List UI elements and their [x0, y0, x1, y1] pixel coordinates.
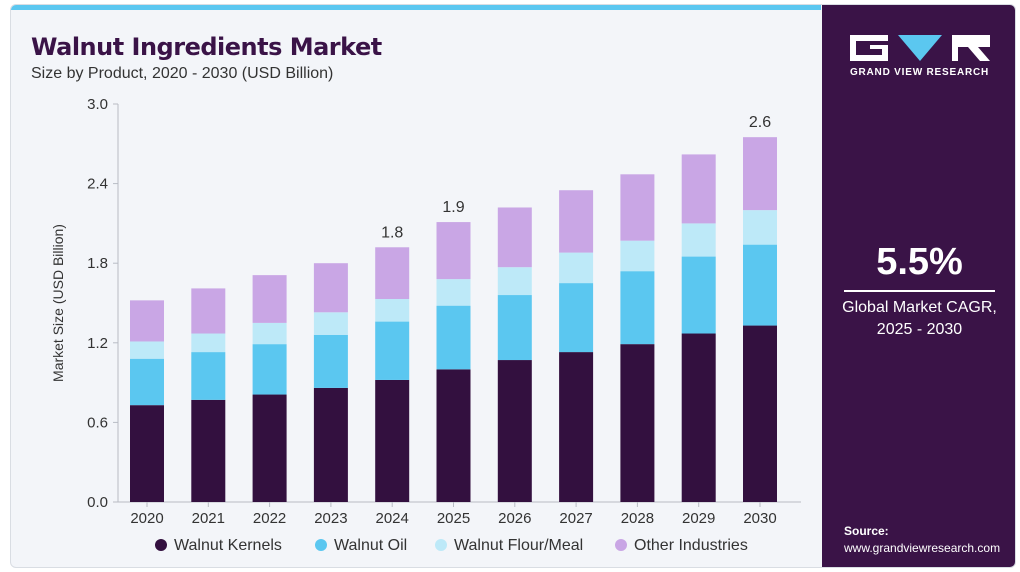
accent-bar: [11, 5, 821, 10]
bar-walnut-flour-meal-2022: [252, 322, 287, 345]
bar-walnut-flour-meal-2029: [681, 223, 716, 257]
bar-walnut-kernels-2025: [436, 369, 471, 502]
legend-label-walnut-oil: Walnut Oil: [334, 537, 407, 554]
bar-walnut-flour-meal-2021: [191, 333, 226, 353]
chart-card: Walnut Ingredients Market Size by Produc…: [10, 4, 1016, 568]
bar-walnut-kernels-2024: [375, 379, 410, 502]
grand-view-research-logo-icon: [850, 35, 990, 61]
y-tick-label: 1.8: [87, 255, 108, 272]
bar-other-industries-2020: [130, 300, 164, 342]
legend-label-other-industries: Other Industries: [634, 537, 748, 554]
total-label-2025: 1.9: [442, 199, 464, 216]
bar-walnut-kernels-2021: [191, 399, 226, 502]
bar-walnut-oil-2020: [130, 358, 164, 406]
chart-title: Walnut Ingredients Market: [31, 33, 382, 61]
legend-label-walnut-kernels: Walnut Kernels: [174, 537, 282, 554]
bar-walnut-oil-2030: [743, 244, 777, 326]
bar-walnut-flour-meal-2028: [620, 240, 655, 272]
sidebar-panel: GRAND VIEW RESEARCH 5.5% Global Market C…: [822, 5, 1015, 567]
legend-label-walnut-flour-meal: Walnut Flour/Meal: [454, 537, 583, 554]
bar-walnut-flour-meal-2025: [436, 279, 471, 306]
x-tick-label-2026: 2026: [498, 510, 531, 527]
total-label-2024: 1.8: [381, 224, 403, 241]
chart-subtitle: Size by Product, 2020 - 2030 (USD Billio…: [31, 65, 334, 82]
bar-walnut-oil-2022: [252, 344, 287, 395]
bar-walnut-kernels-2022: [252, 394, 287, 502]
bar-other-industries-2028: [620, 174, 655, 241]
cagr-label-line1: Global Market CAGR,: [842, 299, 997, 316]
cagr-label: Global Market CAGR, 2025 - 2030: [822, 297, 1015, 341]
bar-walnut-oil-2025: [436, 305, 471, 370]
bar-walnut-oil-2021: [191, 352, 226, 400]
bar-other-industries-2024: [375, 247, 410, 300]
bar-walnut-kernels-2027: [559, 352, 594, 502]
bar-walnut-flour-meal-2027: [559, 252, 594, 284]
x-tick-label-2029: 2029: [682, 510, 715, 527]
bar-other-industries-2027: [559, 190, 594, 253]
y-tick-label: 0.6: [87, 414, 108, 431]
bar-walnut-oil-2026: [497, 295, 532, 361]
bar-walnut-flour-meal-2023: [313, 312, 348, 335]
bar-other-industries-2030: [743, 137, 777, 211]
bar-walnut-oil-2027: [559, 283, 594, 353]
bar-other-industries-2023: [313, 263, 348, 313]
bar-other-industries-2026: [497, 207, 532, 268]
x-tick-label-2027: 2027: [559, 510, 592, 527]
cagr-value: 5.5%: [876, 241, 963, 283]
y-tick-label: 1.2: [87, 335, 108, 352]
bar-other-industries-2025: [436, 222, 471, 280]
bar-walnut-flour-meal-2020: [130, 341, 164, 359]
source-label: Source:: [844, 524, 889, 538]
x-tick-label-2030: 2030: [743, 510, 776, 527]
y-axis-label: Market Size (USD Billion): [50, 224, 66, 382]
bar-walnut-flour-meal-2024: [375, 299, 410, 322]
y-tick-label: 0.0: [87, 494, 108, 511]
bar-walnut-kernels-2020: [130, 405, 164, 502]
x-tick-label-2022: 2022: [253, 510, 286, 527]
bar-other-industries-2021: [191, 288, 226, 334]
x-tick-label-2023: 2023: [314, 510, 347, 527]
bar-walnut-oil-2029: [681, 256, 716, 334]
bar-walnut-flour-meal-2030: [743, 210, 777, 245]
cagr-label-line2: 2025 - 2030: [876, 321, 963, 338]
bar-walnut-kernels-2023: [313, 387, 348, 502]
cagr-divider: [844, 290, 995, 292]
bar-walnut-oil-2028: [620, 271, 655, 345]
bar-other-industries-2022: [252, 275, 287, 323]
bar-other-industries-2029: [681, 154, 716, 224]
legend-swatch-walnut-kernels: [155, 539, 167, 551]
bar-walnut-flour-meal-2026: [497, 267, 532, 296]
bar-walnut-kernels-2026: [497, 360, 532, 502]
x-tick-label-2028: 2028: [621, 510, 654, 527]
y-tick-label: 3.0: [87, 96, 108, 113]
total-label-2030: 2.6: [749, 114, 771, 131]
bar-walnut-kernels-2029: [681, 333, 716, 502]
logo-text: GRAND VIEW RESEARCH: [849, 67, 990, 78]
legend-swatch-walnut-flour-meal: [435, 539, 447, 551]
source-link[interactable]: www.grandviewresearch.com: [844, 541, 1001, 555]
bar-walnut-oil-2023: [313, 334, 348, 388]
legend-swatch-walnut-oil: [315, 539, 327, 551]
x-tick-label-2024: 2024: [376, 510, 409, 527]
x-tick-label-2021: 2021: [192, 510, 225, 527]
stacked-bar-chart: 0.0 0.6 1.2 1.8 2.4 3.0 Market Size (USD Billi…: [50, 96, 801, 554]
bar-walnut-kernels-2028: [620, 344, 655, 502]
x-tick-label-2025: 2025: [437, 510, 470, 527]
y-tick-label: 2.4: [87, 176, 108, 193]
bar-walnut-kernels-2030: [743, 325, 777, 502]
bar-walnut-oil-2024: [375, 321, 410, 380]
legend-swatch-other-industries: [615, 539, 627, 551]
x-tick-label-2020: 2020: [130, 510, 163, 527]
